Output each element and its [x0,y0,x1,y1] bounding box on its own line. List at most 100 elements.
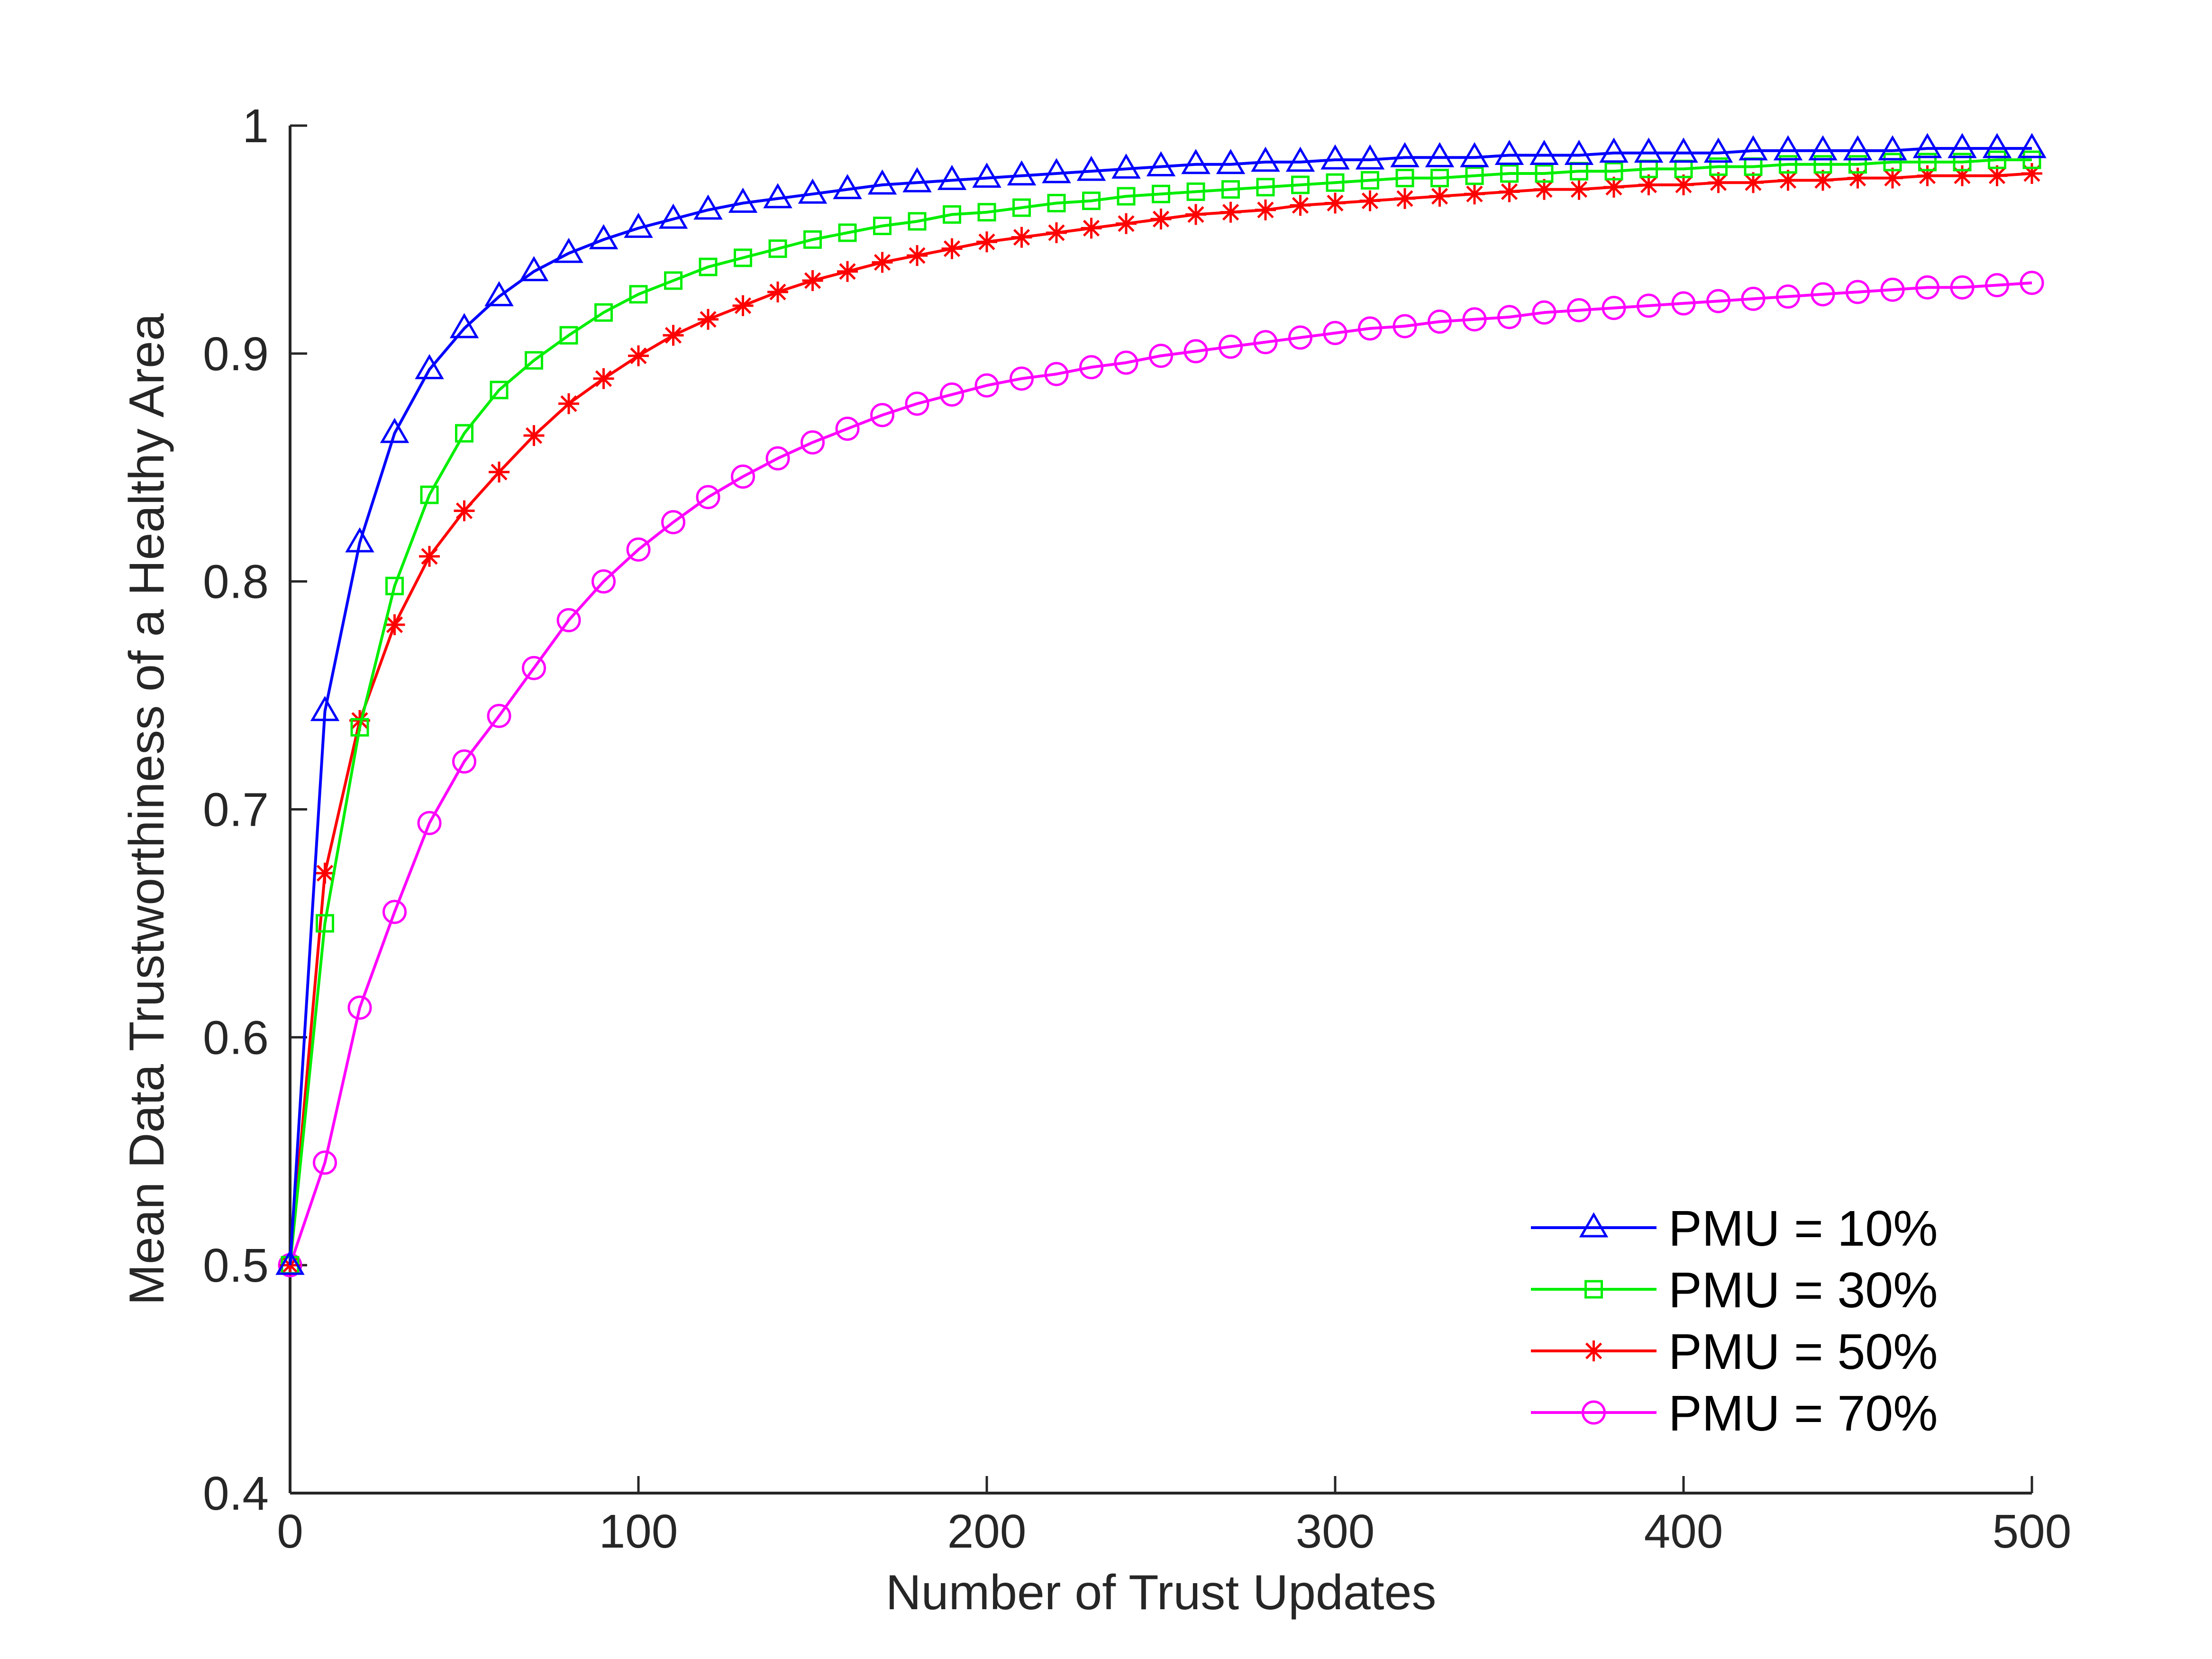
data-point [873,217,892,236]
data-point [487,703,511,728]
data-point [1599,137,1629,163]
data-point [1290,195,1311,216]
asterisk-stroke [1988,167,2006,184]
data-point [1430,169,1449,188]
data-point [449,313,479,338]
data-point [699,257,718,276]
data-point [523,425,545,446]
data-point [385,576,404,595]
data-point [1848,155,1867,174]
data-point [1152,184,1170,203]
data-point [314,863,336,884]
data-point [559,326,578,345]
y-tick-label: 0.7 [203,784,269,837]
data-point [1499,181,1520,202]
asterisk-stroke [665,327,682,344]
data-point [1394,188,1415,209]
data-point [798,178,828,204]
data-point [1843,135,1873,161]
data-point [1255,199,1276,220]
data-point [1076,155,1106,181]
data-point [1637,293,1661,318]
data-point [1291,175,1310,194]
data-point [801,430,825,455]
data-point [1044,362,1069,386]
asterisk-stroke [1466,185,1483,202]
x-tick-label: 100 [599,1505,678,1558]
asterisk-stroke [700,311,717,328]
data-point [275,1249,305,1275]
data-point [763,183,792,209]
asterisk-stroke [1605,179,1622,196]
data-point [452,749,476,774]
data-point [592,569,616,594]
data-point [835,417,860,441]
x-tick-label: 500 [1993,1505,2072,1558]
series-line [289,158,2032,1266]
data-point [1012,198,1031,217]
asterisk-stroke [595,370,612,387]
data-point [454,500,475,521]
data-point [1117,187,1136,206]
data-point [345,527,374,553]
data-point [693,194,723,220]
asterisk-stroke [1327,194,1344,212]
data-point [664,271,683,290]
data-point [1982,133,2012,158]
data-point [484,281,514,307]
asterisk-stroke [1501,183,1518,201]
data-point [554,237,583,263]
data-point [417,811,442,835]
data-point [1777,170,1799,191]
asterisk-stroke [1152,210,1170,228]
data-point [1355,144,1385,170]
data-point [661,510,685,535]
data-point [1219,334,1243,359]
series-line [289,147,2032,1266]
data-point [1146,151,1176,177]
data-point [1082,191,1101,210]
data-point [1703,137,1733,163]
legend-item: PMU = 70% [1531,1386,1938,1441]
data-point [977,203,996,222]
asterisk-stroke [874,254,891,271]
data-point [1220,201,1241,223]
data-point [1390,142,1420,167]
legend-label: PMU = 70% [1668,1386,1938,1441]
data-point [1221,180,1240,199]
data-point [519,256,549,282]
data-point [420,485,439,504]
data-point [1010,366,1034,391]
asterisk-stroke [769,283,786,301]
data-point [765,446,790,471]
data-point [628,345,649,366]
data-point [490,381,509,400]
data-point [698,309,719,330]
data-point [350,718,369,737]
data-point [658,203,688,229]
data-point [624,212,653,238]
asterisk-stroke [1257,201,1274,219]
asterisk-stroke [455,502,473,520]
data-point [310,696,340,721]
asterisk-stroke [909,247,926,264]
asterisk-stroke [630,347,647,365]
data-point [1465,166,1484,185]
data-point [415,354,444,379]
data-point [558,393,579,414]
asterisk-stroke [1536,181,1553,198]
data-point [663,325,684,346]
asterisk-stroke [351,712,368,729]
data-point [1464,183,1485,205]
x-tick-label: 200 [947,1505,1027,1558]
data-point [347,995,372,1020]
data-point [419,546,440,567]
data-point [1985,273,2009,298]
axes: 0 100 200 300 400 500 0.4 0.5 0.6 0.7 0.8 0.9 1 [203,100,2071,1558]
data-point [1915,275,1939,300]
data-point [1320,144,1350,170]
data-point [1846,280,1870,304]
asterisk-stroke [491,464,508,481]
asterisk-stroke [1884,169,1901,187]
data-point [837,261,858,282]
